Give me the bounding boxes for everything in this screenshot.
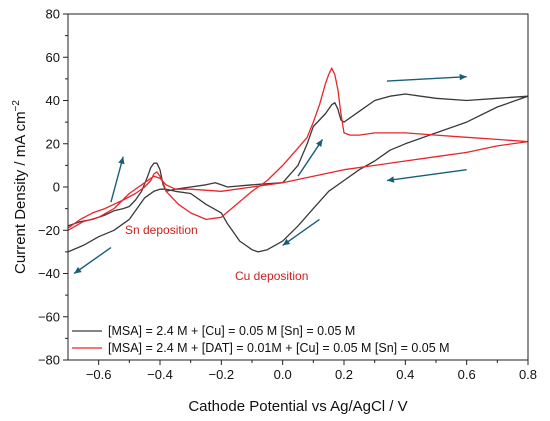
x-axis-title: Cathode Potential vs Ag/AgCl / V [188, 398, 407, 415]
y-tick-label: 20 [46, 136, 60, 151]
y-tick-label: 80 [46, 7, 60, 22]
arrow-layer [73, 73, 467, 275]
series-line-2 [67, 67, 529, 231]
y-tick-label: 60 [46, 50, 60, 65]
direction-arrow-shaft [386, 76, 467, 82]
y-tick-label: 0 [53, 180, 60, 195]
series-line-1 [67, 93, 529, 253]
x-tick-label: 0.6 [458, 367, 476, 382]
tick-layer: −0.6 −0.4 −0.2 0.0 0.2 0.4 0.6 0.8 −80 −60 −40 −20 0… [38, 7, 537, 383]
direction-arrow-head [459, 73, 467, 81]
x-tick-label: 0.4 [396, 367, 414, 382]
series-layer [67, 67, 529, 253]
direction-arrow-shaft [297, 139, 324, 177]
x-tick-label: 0.0 [274, 367, 292, 382]
y-tick-label: −80 [38, 353, 60, 368]
legend-label-series-1: [MSA] = 2.4 M + [Cu] = 0.05 M [Sn] = 0.0… [108, 324, 355, 338]
y-tick-label: −40 [38, 266, 60, 281]
direction-arrow-shaft [282, 218, 320, 246]
legend-label-series-2: [MSA] = 2.4 M + [DAT] = 0.01M + [Cu] = 0… [108, 341, 450, 355]
x-tick-label: −0.2 [208, 367, 234, 382]
x-tick-label: 0.8 [519, 367, 537, 382]
direction-arrow-head [316, 139, 323, 147]
y-axis-title-superscript: −2 [11, 100, 22, 112]
x-tick-label: −0.4 [147, 367, 173, 382]
y-tick-label: −60 [38, 309, 60, 324]
direction-arrow-head [282, 238, 291, 246]
y-axis-title: Current Density / mA cm−2 [11, 100, 29, 274]
annotation-sn-deposition: Sn deposition [125, 223, 198, 237]
y-tick-label: 40 [46, 93, 60, 108]
direction-arrow-head [118, 156, 125, 165]
x-tick-label: 0.2 [335, 367, 353, 382]
x-tick-label: −0.6 [86, 367, 112, 382]
direction-arrow-head [74, 266, 82, 274]
direction-arrow-head [386, 176, 395, 183]
legend: [MSA] = 2.4 M + [Cu] = 0.05 M [Sn] = 0.0… [72, 324, 450, 355]
direction-arrow-shaft [386, 169, 467, 182]
direction-arrow-shaft [73, 246, 112, 275]
annotation-cu-deposition: Cu deposition [235, 269, 308, 283]
y-tick-label: −20 [38, 223, 60, 238]
direction-arrow-shaft [110, 156, 124, 203]
y-axis-title-main: Current Density / mA cm [12, 111, 29, 274]
